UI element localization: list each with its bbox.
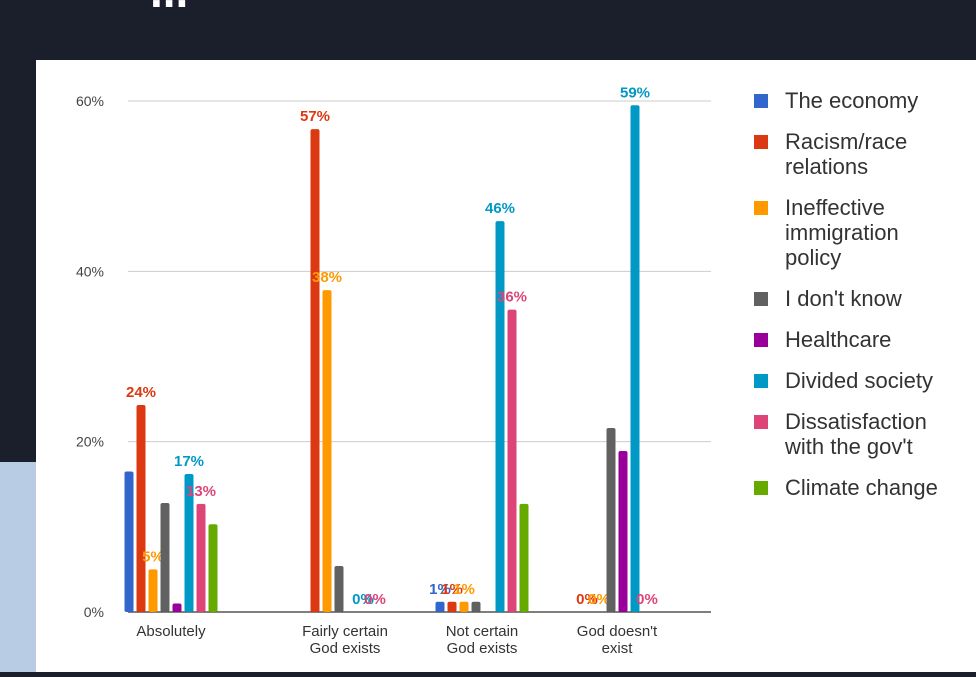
legend-swatch — [754, 201, 768, 215]
data-label: 36% — [497, 289, 527, 306]
legend-label: Climate change — [785, 475, 938, 500]
legend-label: with the gov't — [784, 434, 913, 459]
legend-swatch — [754, 94, 768, 108]
data-label: 0% — [352, 591, 374, 608]
x-tick-label: God doesn't — [577, 623, 658, 640]
legend-label: Divided society — [785, 368, 933, 393]
bar[interactable] — [334, 566, 344, 612]
chart-card: 0% 20% 40% 60% 1% 24% 57% 1% 0% 5% 38% 1% 0% 17% 0% 46%… — [36, 60, 976, 672]
bar[interactable] — [208, 524, 218, 612]
bar[interactable] — [184, 474, 194, 612]
legend-label: policy — [785, 245, 841, 270]
legend-label: Racism/race — [785, 129, 907, 154]
x-tick-label: God exists — [447, 640, 518, 657]
data-label: 0% — [364, 591, 386, 608]
bar[interactable] — [459, 601, 469, 612]
data-label: 46% — [485, 200, 515, 217]
data-label: 0% — [576, 591, 598, 608]
bar[interactable] — [196, 503, 206, 612]
data-label: 38% — [312, 269, 342, 286]
bar-chart: 0% 20% 40% 60% 1% 24% 57% 1% 0% 5% 38% 1% 0% 17% 0% 46%… — [76, 84, 938, 657]
legend-label: I don't know — [785, 286, 902, 311]
legend-swatch — [754, 374, 768, 388]
data-label: 0% — [636, 591, 658, 608]
legend-label: Ineffective — [785, 195, 885, 220]
data-label: 17% — [174, 453, 204, 470]
bar[interactable] — [435, 601, 445, 612]
data-label: 1% — [429, 581, 451, 598]
legend-swatch — [754, 292, 768, 306]
bar[interactable] — [310, 129, 320, 612]
bar[interactable] — [447, 601, 457, 612]
data-label: 0% — [588, 591, 610, 608]
data-label: 59% — [620, 84, 650, 101]
y-tick-label: 60% — [76, 93, 104, 109]
legend-swatch — [754, 481, 768, 495]
bar[interactable] — [124, 471, 134, 612]
legend-label: The economy — [785, 88, 918, 113]
x-tick-label: Fairly certain — [302, 623, 388, 640]
bar[interactable] — [618, 451, 628, 612]
x-tick-label: Absolutely — [136, 623, 206, 640]
y-tick-label: 0% — [84, 604, 104, 620]
legend-label: relations — [785, 154, 868, 179]
legend-label: immigration — [785, 220, 899, 245]
x-tick-label: God exists — [310, 640, 381, 657]
bar[interactable] — [322, 290, 332, 612]
bar[interactable] — [471, 601, 481, 612]
data-label: 57% — [300, 108, 330, 125]
bar[interactable] — [148, 569, 158, 612]
bar[interactable] — [160, 502, 170, 612]
data-label: 1% — [441, 581, 463, 598]
bar[interactable] — [606, 428, 616, 612]
bar[interactable] — [495, 221, 505, 612]
bar[interactable] — [136, 405, 146, 612]
legend-label: Healthcare — [785, 327, 891, 352]
page-title: ... — [0, 0, 976, 18]
left-accent-panel — [0, 462, 36, 672]
data-label: 5% — [142, 548, 164, 565]
x-tick-label: Not certain — [446, 623, 519, 640]
legend-label: Dissatisfaction — [785, 409, 927, 434]
x-tick-label: exist — [602, 640, 634, 657]
y-tick-label: 20% — [76, 434, 104, 450]
data-label: 1% — [453, 581, 475, 598]
bar[interactable] — [507, 309, 517, 612]
legend-swatch — [754, 135, 768, 149]
bar[interactable] — [630, 105, 640, 612]
bar[interactable] — [172, 603, 182, 612]
y-tick-label: 40% — [76, 263, 104, 279]
data-label: 13% — [186, 483, 216, 500]
legend-swatch — [754, 333, 768, 347]
data-label: 24% — [126, 384, 156, 401]
legend-swatch — [754, 415, 768, 429]
bar[interactable] — [519, 503, 529, 612]
